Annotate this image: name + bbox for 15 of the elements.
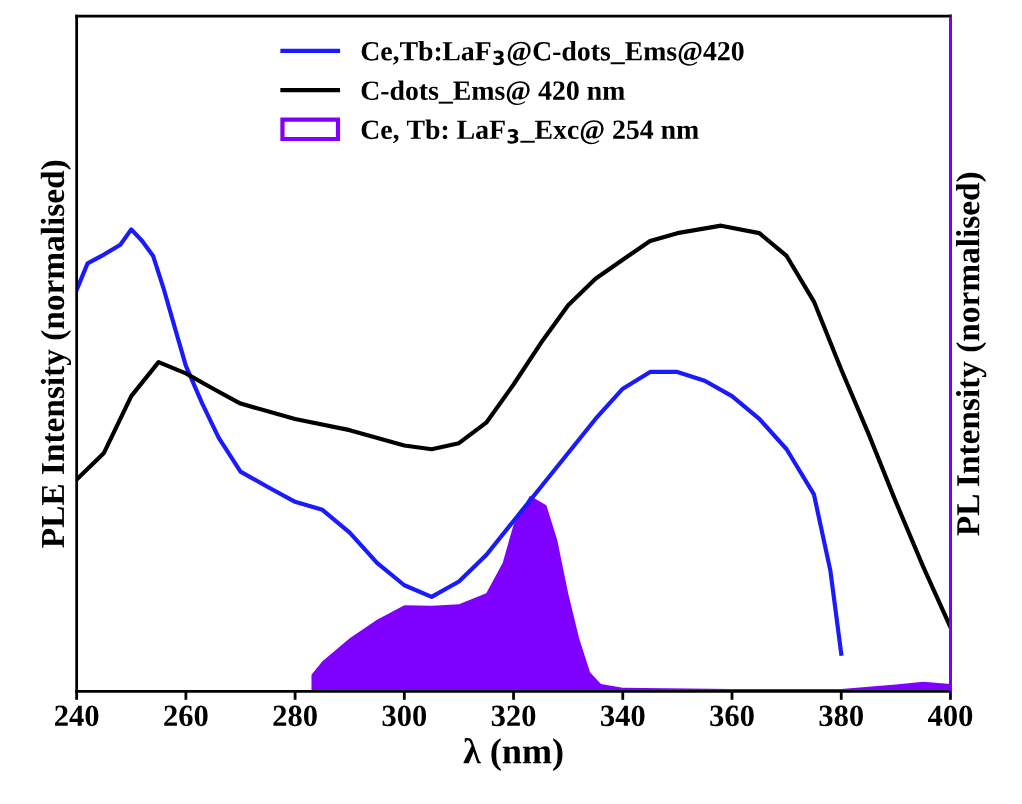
x-tick-label: 280 — [273, 705, 317, 727]
x-tick-label: 340 — [601, 705, 645, 727]
legend-label: Ce,Tb:LaF$_{3}$@C-dots_Ems@420 — [361, 41, 744, 66]
x-tick-label: 240 — [55, 705, 99, 727]
x-tick-label: 300 — [382, 705, 427, 727]
y2-axis-title: PL Intensity (normalised) — [956, 172, 987, 536]
x-tick-label: 380 — [819, 705, 863, 727]
x-axis-title: λ (nm) — [463, 737, 563, 772]
legend-label: C-dots_Ems@ 420 nm — [361, 80, 625, 106]
y-axis-title: PLE Intensity (normalised) — [40, 160, 72, 548]
x-tick-label: 400 — [927, 705, 973, 727]
legend-label: Ce, Tb: LaF$_{3}$_Exc@ 254 nm — [361, 119, 699, 145]
x-tick-label: 260 — [164, 705, 208, 727]
x-tick-label: 360 — [710, 705, 754, 727]
x-tick-label: 320 — [491, 705, 536, 727]
